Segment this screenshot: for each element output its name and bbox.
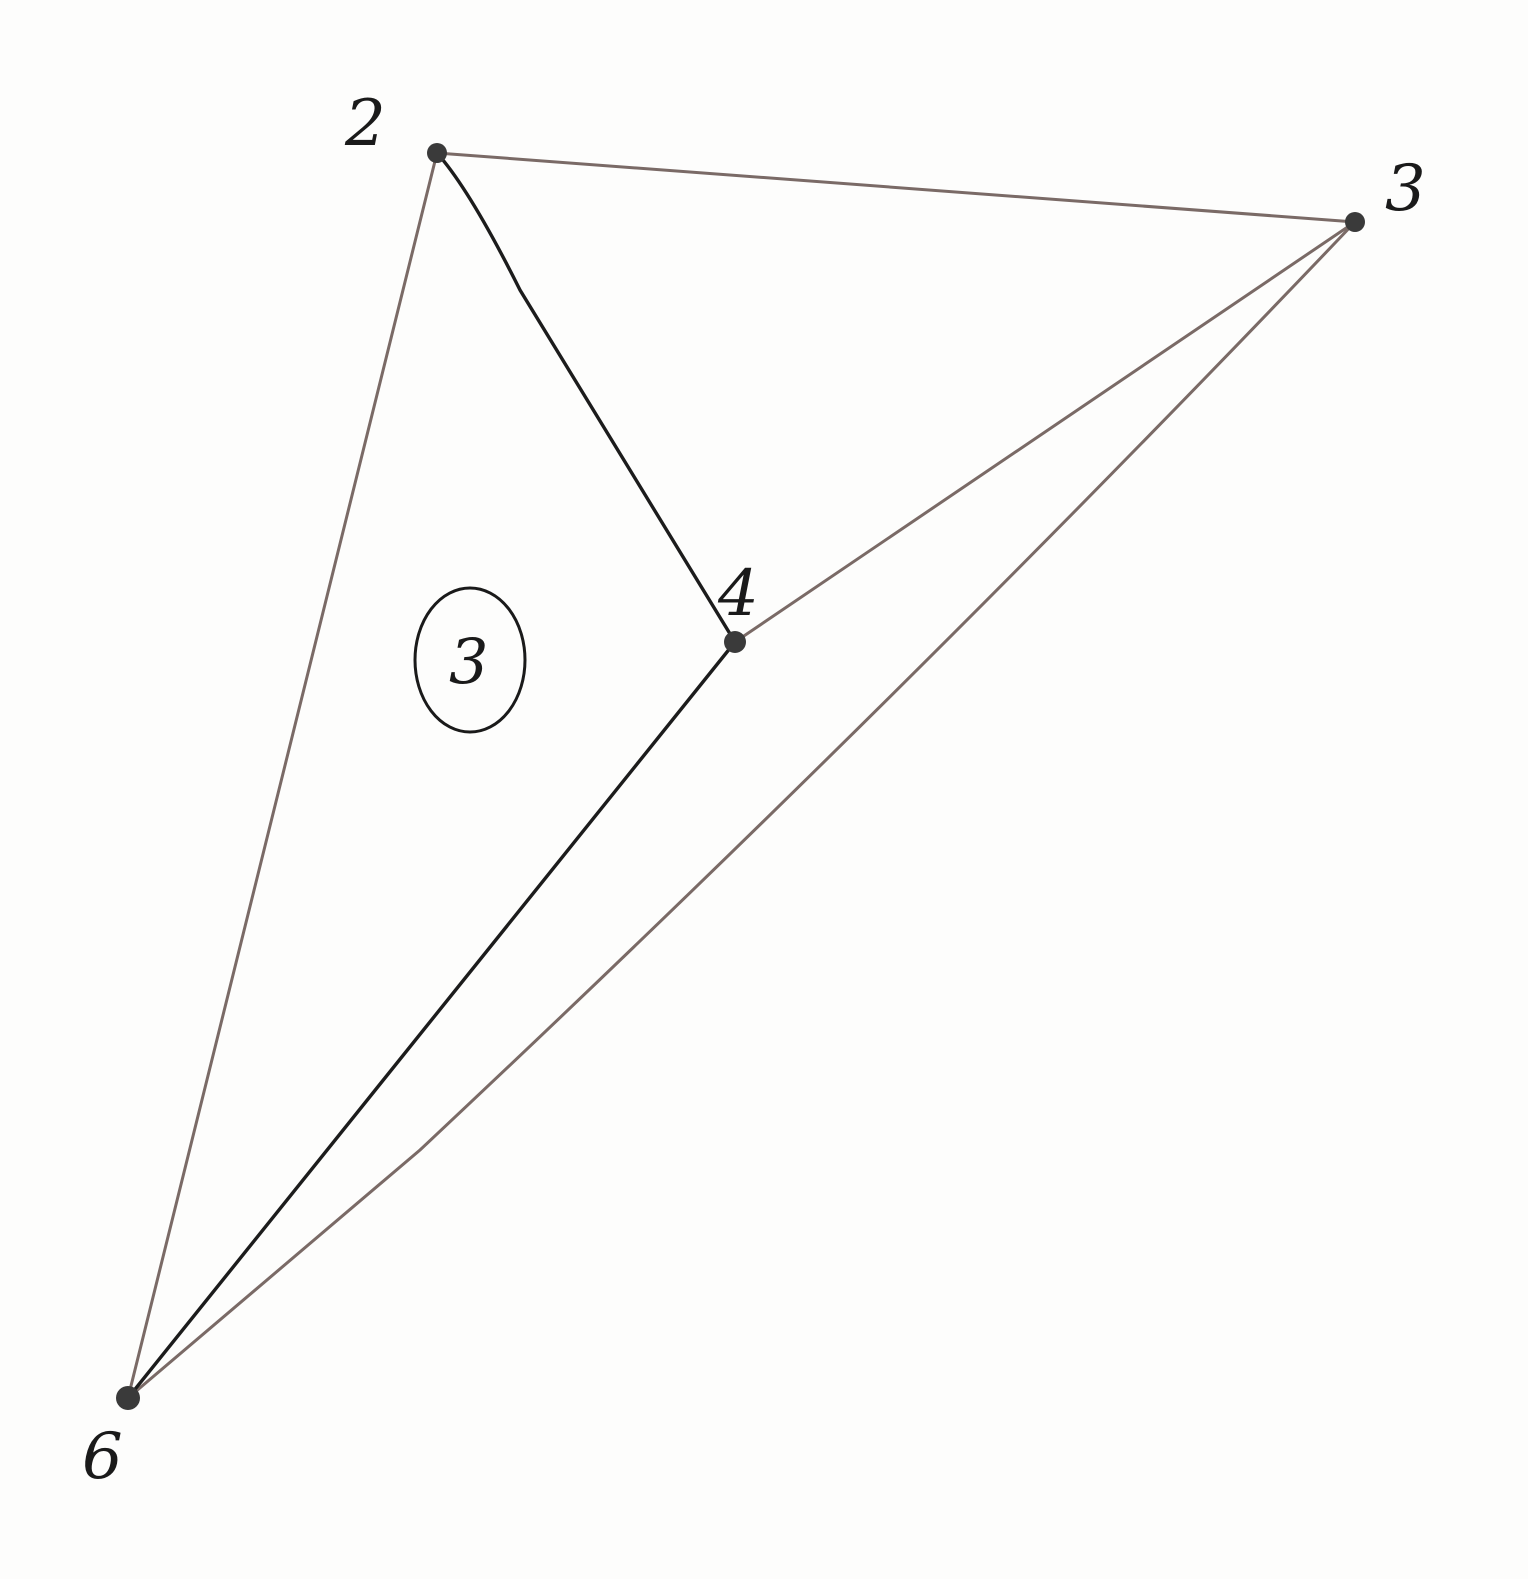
vertex-label-3: 3	[1385, 152, 1426, 226]
edge-2-3	[435, 151, 1357, 224]
region-label: 3	[449, 625, 488, 698]
edge-3-4	[733, 220, 1357, 644]
vertex-4-dot	[724, 631, 746, 653]
edge-4-6	[126, 640, 737, 1400]
vertex-6-dot	[116, 1386, 140, 1410]
edge-2-6	[126, 151, 439, 1400]
vertex-2-dot	[427, 143, 447, 163]
vertex-label-4: 4	[717, 557, 759, 631]
vertex-label-6: 6	[82, 1420, 123, 1494]
region-label-circle	[413, 586, 527, 734]
vertex-3-dot	[1345, 212, 1365, 232]
vertex-label-2: 2	[344, 87, 386, 161]
edge-3-6	[126, 220, 1357, 1400]
edge-2-4	[435, 151, 737, 644]
